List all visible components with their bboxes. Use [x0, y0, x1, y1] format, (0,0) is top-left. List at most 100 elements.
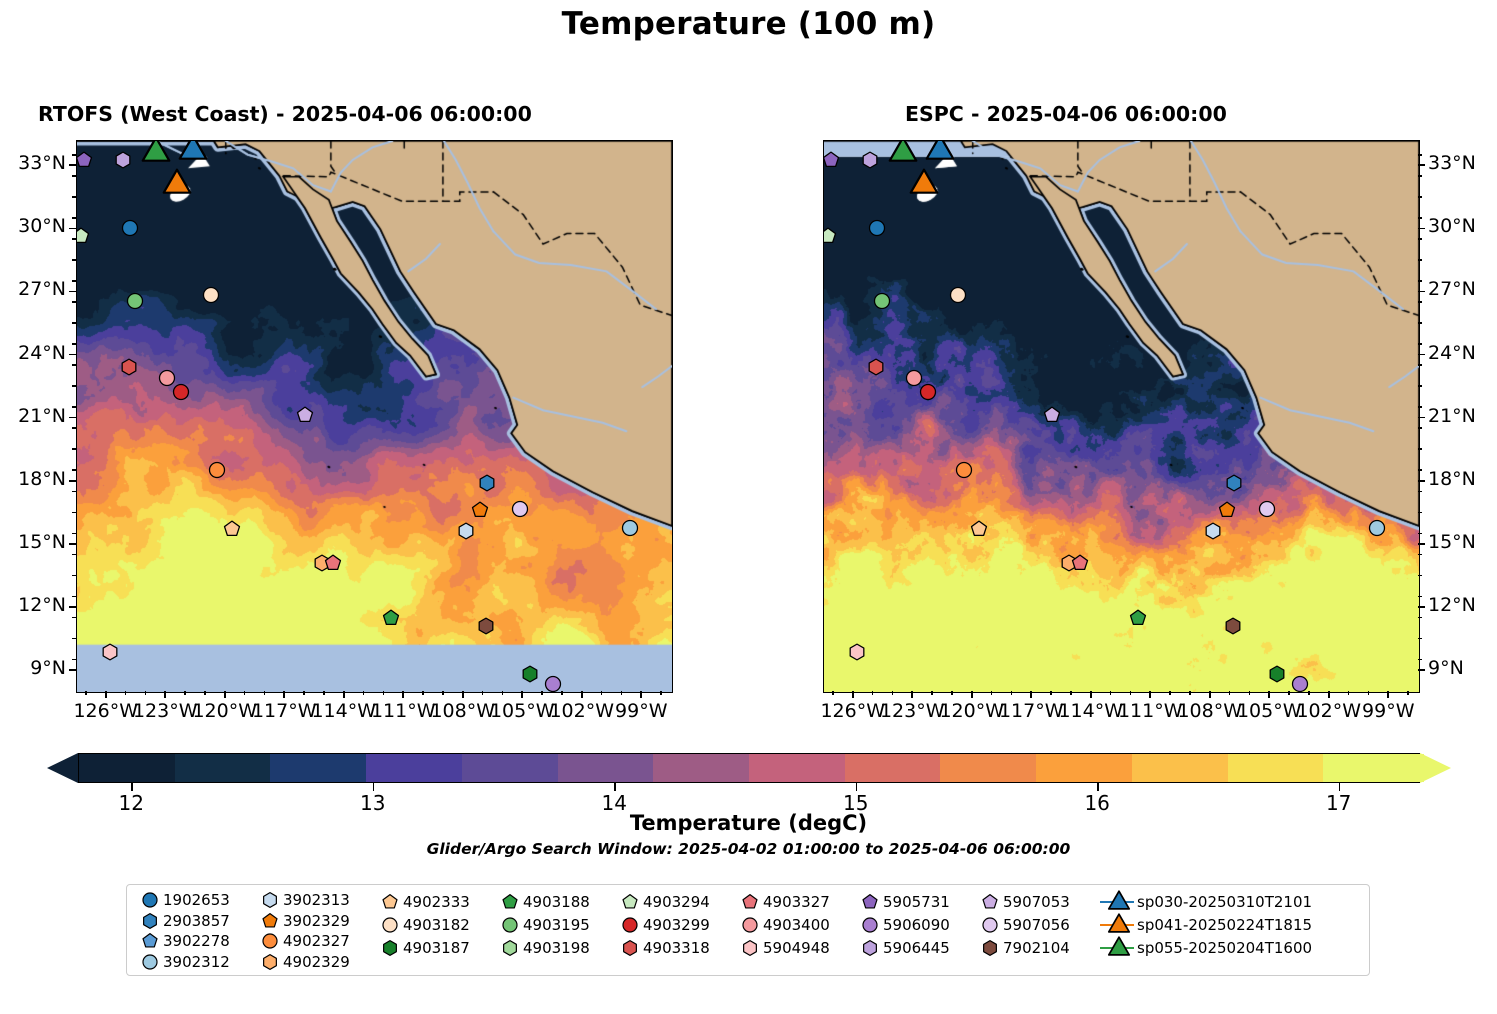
argo-float-marker[interactable]: [544, 674, 563, 692]
legend-label: 4903182: [403, 915, 470, 934]
legend-item-argo[interactable]: 5906445: [857, 937, 977, 958]
legend-item-argo[interactable]: 5907053: [977, 891, 1097, 912]
map-panel-rtofs[interactable]: [76, 140, 673, 693]
legend-item-argo[interactable]: 4903188: [497, 891, 617, 912]
legend-item-argo[interactable]: 5906090: [857, 914, 977, 935]
legend-item-argo[interactable]: 4902333: [377, 891, 497, 912]
argo-float-marker[interactable]: [860, 151, 879, 170]
map-panel-espc[interactable]: [823, 140, 1420, 693]
legend-item-argo[interactable]: 4903187: [377, 937, 497, 958]
argo-float-marker[interactable]: [905, 368, 924, 387]
argo-float-marker[interactable]: [847, 642, 866, 661]
lon-minor-tick: [1109, 691, 1112, 695]
argo-float-marker[interactable]: [77, 151, 94, 170]
legend[interactable]: 1902653 2903857 3902278 3902312 3902313 39023…: [126, 884, 1370, 976]
pentagon-marker-icon: [857, 893, 883, 911]
argo-float-marker[interactable]: [1042, 406, 1061, 425]
argo-float-marker[interactable]: [477, 616, 496, 635]
argo-float-marker[interactable]: [77, 226, 90, 245]
argo-float-marker[interactable]: [1070, 553, 1089, 572]
lon-minor-tick: [382, 691, 385, 695]
legend-item-argo[interactable]: 5907056: [977, 914, 1097, 935]
legend-item-argo[interactable]: 4903182: [377, 914, 497, 935]
legend-item-argo[interactable]: 7902104: [977, 937, 1097, 958]
legend-item-argo[interactable]: 5905731: [857, 891, 977, 912]
glider-marker[interactable]: [888, 141, 918, 168]
argo-float-marker[interactable]: [172, 382, 191, 401]
argo-float-marker[interactable]: [323, 553, 342, 572]
legend-item-argo[interactable]: 5904948: [737, 937, 857, 958]
argo-float-marker[interactable]: [1291, 674, 1310, 692]
legend-item-argo[interactable]: 4902329: [257, 953, 377, 972]
legend-label: 3902312: [163, 952, 230, 971]
argo-float-marker[interactable]: [511, 500, 530, 519]
legend-item-argo[interactable]: 2903857: [137, 912, 257, 931]
argo-float-marker[interactable]: [873, 291, 892, 310]
legend-item-glider[interactable]: sp030-20250310T2101: [1097, 890, 1312, 912]
argo-float-marker[interactable]: [1224, 616, 1243, 635]
colorbar-segment: [940, 754, 1041, 782]
legend-item-glider[interactable]: sp041-20250224T1815: [1097, 913, 1312, 935]
glider-marker[interactable]: [141, 141, 171, 168]
legend-item-argo[interactable]: 3902313: [257, 891, 377, 910]
legend-item-argo[interactable]: 4903299: [617, 914, 737, 935]
legend-label: 4903327: [763, 892, 830, 911]
argo-float-marker[interactable]: [456, 522, 475, 541]
legend-item-argo[interactable]: 3902312: [137, 953, 257, 972]
argo-float-marker[interactable]: [1218, 501, 1237, 520]
argo-float-marker[interactable]: [1203, 522, 1222, 541]
legend-item-argo[interactable]: 4903400: [737, 914, 857, 935]
argo-float-marker[interactable]: [1224, 473, 1243, 492]
argo-float-marker[interactable]: [954, 461, 973, 480]
lat-minor-tick: [1418, 364, 1422, 366]
legend-item-argo[interactable]: 3902329: [257, 912, 377, 931]
legend-item-argo[interactable]: 4903327: [737, 891, 857, 912]
argo-float-marker[interactable]: [207, 461, 226, 480]
argo-float-marker[interactable]: [621, 518, 640, 537]
argo-float-marker[interactable]: [1368, 518, 1387, 537]
argo-float-marker[interactable]: [1128, 608, 1147, 627]
lon-tick-label: 99°W: [1362, 700, 1415, 722]
lon-minor-tick: [990, 691, 993, 695]
argo-float-marker[interactable]: [295, 406, 314, 425]
legend-item-argo[interactable]: 4903198: [497, 937, 617, 958]
argo-float-marker[interactable]: [202, 286, 221, 305]
argo-float-marker[interactable]: [1258, 500, 1277, 519]
argo-float-marker[interactable]: [471, 501, 490, 520]
argo-float-marker[interactable]: [120, 219, 139, 238]
argo-float-marker[interactable]: [867, 357, 886, 376]
argo-float-marker[interactable]: [222, 520, 241, 539]
legend-item-argo[interactable]: 4903195: [497, 914, 617, 935]
argo-float-marker[interactable]: [969, 520, 988, 539]
legend-item-argo[interactable]: 4903294: [617, 891, 737, 912]
argo-float-marker[interactable]: [824, 226, 837, 245]
argo-float-marker[interactable]: [126, 291, 145, 310]
argo-float-marker[interactable]: [100, 642, 119, 661]
legend-item-argo[interactable]: 3902278: [137, 932, 257, 951]
legend-item-argo[interactable]: 4902327: [257, 932, 377, 951]
argo-float-marker[interactable]: [867, 219, 886, 238]
legend-item-glider[interactable]: sp055-20250204T1600: [1097, 936, 1312, 958]
legend-label: 4902329: [283, 952, 350, 971]
argo-float-marker[interactable]: [949, 286, 968, 305]
glider-marker[interactable]: [162, 168, 192, 200]
argo-float-marker[interactable]: [919, 382, 938, 401]
argo-float-marker[interactable]: [381, 608, 400, 627]
colorbar[interactable]: [47, 753, 1451, 783]
glider-marker[interactable]: [178, 141, 208, 166]
glider-marker[interactable]: [909, 168, 939, 200]
argo-float-marker[interactable]: [158, 368, 177, 387]
legend-item-argo[interactable]: 4903318: [617, 937, 737, 958]
argo-float-marker[interactable]: [477, 473, 496, 492]
lat-tick-label: 12°N: [1428, 593, 1476, 616]
hexagon-marker-icon: [497, 939, 523, 957]
argo-float-marker[interactable]: [1268, 665, 1287, 684]
argo-float-marker[interactable]: [113, 151, 132, 170]
legend-item-argo[interactable]: 1902653: [137, 891, 257, 910]
argo-float-marker[interactable]: [521, 665, 540, 684]
lat-minor-tick: [72, 343, 76, 345]
argo-float-marker[interactable]: [824, 151, 841, 170]
argo-float-marker[interactable]: [120, 357, 139, 376]
glider-marker[interactable]: [925, 141, 955, 166]
